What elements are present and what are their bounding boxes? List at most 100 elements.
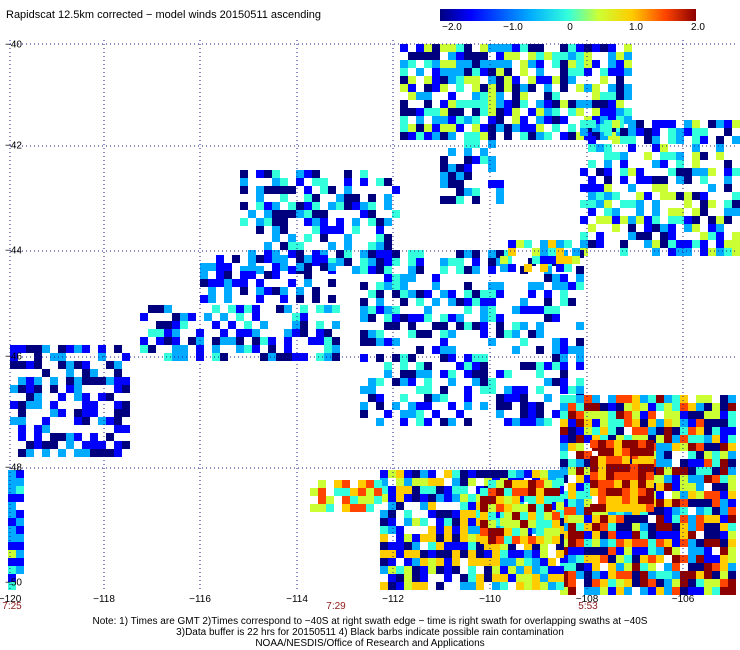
wind-cell	[360, 202, 368, 210]
wind-cell	[696, 507, 704, 515]
wind-cell	[34, 425, 42, 433]
wind-cell	[248, 250, 256, 258]
wind-cell	[284, 345, 292, 353]
wind-cell	[252, 345, 260, 353]
wind-cell	[568, 467, 576, 475]
wind-cell	[696, 443, 704, 451]
wind-cell	[472, 108, 480, 116]
wind-cell	[280, 242, 288, 250]
wind-cell	[592, 531, 600, 539]
wind-cell	[640, 531, 648, 539]
wind-cell	[8, 534, 16, 542]
wind-cell	[456, 180, 464, 188]
wind-cell	[228, 337, 236, 345]
wind-cell	[16, 566, 24, 574]
wind-cell	[464, 172, 472, 180]
wind-cell	[536, 346, 544, 354]
wind-cell	[388, 494, 396, 502]
wind-cell	[248, 258, 256, 266]
wind-cell	[648, 571, 656, 579]
wind-cell	[696, 435, 704, 443]
wind-cell	[488, 314, 496, 322]
wind-cell	[540, 574, 548, 582]
wind-cell	[256, 218, 264, 226]
wind-cell	[484, 470, 492, 478]
wind-cell	[560, 100, 568, 108]
wind-cell	[712, 587, 720, 595]
wind-cell	[256, 170, 264, 178]
wind-cell	[560, 386, 568, 394]
wind-cell	[652, 216, 660, 224]
wind-cell	[256, 279, 264, 287]
wind-cell	[8, 486, 16, 494]
colorbar-label: 2.0	[691, 22, 705, 33]
wind-cell	[380, 478, 388, 486]
wind-cell	[252, 329, 260, 337]
wind-cell	[648, 563, 656, 571]
wind-cell	[200, 263, 208, 271]
wind-cell	[350, 496, 358, 504]
wind-cell	[376, 250, 384, 258]
wind-cell	[636, 232, 644, 240]
wind-cell	[568, 539, 576, 547]
wind-cell	[732, 192, 740, 200]
wind-cell	[668, 216, 676, 224]
wind-cell	[708, 232, 716, 240]
wind-cell	[624, 547, 632, 555]
wind-cell	[216, 271, 224, 279]
wind-cell	[18, 417, 26, 425]
wind-cell	[716, 224, 724, 232]
wind-cell	[240, 202, 248, 210]
wind-cell	[164, 305, 172, 313]
wind-cell	[560, 282, 568, 290]
wind-cell	[640, 547, 648, 555]
wind-cell	[612, 208, 620, 216]
wind-cell	[520, 362, 528, 370]
wind-cell	[632, 419, 640, 427]
colorbar-label: −2.0	[442, 22, 462, 33]
wind-cell	[492, 542, 500, 550]
wind-cell	[520, 520, 528, 528]
wind-cell	[572, 248, 580, 256]
wind-cell	[34, 361, 42, 369]
wind-cell	[720, 467, 728, 475]
wind-cell	[456, 68, 464, 76]
wind-cell	[440, 156, 448, 164]
wind-cell	[638, 448, 646, 456]
wind-cell	[8, 566, 16, 574]
wind-cell	[456, 116, 464, 124]
wind-cell	[436, 534, 444, 542]
wind-cell	[640, 555, 648, 563]
wind-cell	[584, 100, 592, 108]
wind-cell	[480, 362, 488, 370]
wind-cell	[90, 377, 98, 385]
wind-cell	[576, 411, 584, 419]
x-tick-label: −118	[93, 594, 115, 605]
wind-cell	[536, 306, 544, 314]
wind-cell	[496, 330, 504, 338]
wind-cell	[416, 68, 424, 76]
wind-cell	[556, 566, 564, 574]
wind-cell	[316, 329, 324, 337]
wind-cell	[464, 60, 472, 68]
wind-cell	[16, 518, 24, 526]
wind-cell	[512, 306, 520, 314]
wind-cell	[400, 108, 408, 116]
wind-cell	[488, 44, 496, 52]
wind-cell	[524, 566, 532, 574]
wind-cell	[648, 547, 656, 555]
wind-cell	[420, 558, 428, 566]
wind-cell	[464, 354, 472, 362]
wind-cell	[400, 290, 408, 298]
wind-cell	[324, 337, 332, 345]
wind-cell	[700, 232, 708, 240]
wind-cell	[480, 124, 488, 132]
wind-cell	[288, 210, 296, 218]
wind-cell	[26, 377, 34, 385]
wind-cell	[376, 178, 384, 186]
wind-cell	[440, 330, 448, 338]
wind-cell	[584, 60, 592, 68]
wind-cell	[114, 361, 122, 369]
wind-cell	[560, 435, 568, 443]
wind-cell	[428, 550, 436, 558]
